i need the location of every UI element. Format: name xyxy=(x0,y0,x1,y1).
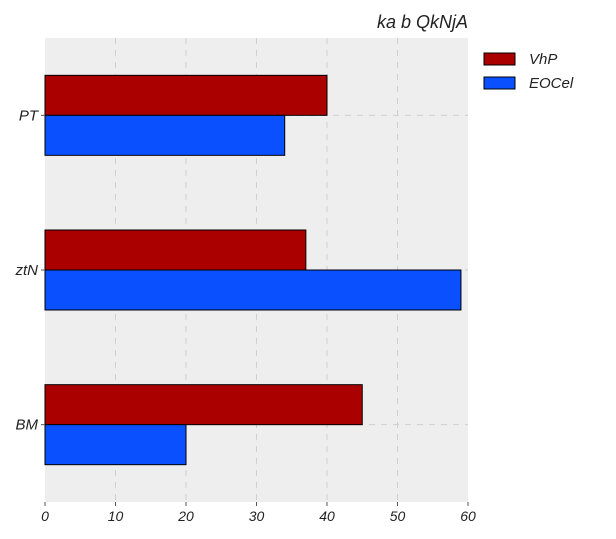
bar-EOCel-ztN xyxy=(45,270,461,310)
bar-VhP-PT xyxy=(45,75,327,115)
x-axis-ticks: 0 10 20 30 40 50 60 xyxy=(41,502,476,524)
category-label: ztN xyxy=(15,262,39,279)
chart-title: ka b QkNjA xyxy=(377,12,468,32)
x-tick-label: 10 xyxy=(108,508,124,524)
bar-VhP-BM xyxy=(45,385,362,425)
x-tick-label: 30 xyxy=(249,508,265,524)
x-tick-label: 60 xyxy=(460,508,476,524)
legend-swatch-VhP xyxy=(484,53,515,65)
legend-swatch-EOCel xyxy=(484,77,515,89)
x-tick-label: 20 xyxy=(177,508,194,524)
bar-VhP-ztN xyxy=(45,230,306,270)
x-tick-label: 0 xyxy=(41,508,49,524)
bar-EOCel-BM xyxy=(45,425,186,465)
category-label: PT xyxy=(19,107,40,124)
legend-label: VhP xyxy=(529,51,557,68)
legend: VhP EOCel xyxy=(484,51,574,92)
y-axis-categories: PT ztN BM xyxy=(15,107,46,433)
category-label: BM xyxy=(16,417,39,434)
legend-label: EOCel xyxy=(529,75,574,92)
x-tick-label: 50 xyxy=(390,508,406,524)
x-tick-label: 40 xyxy=(319,508,335,524)
bar-EOCel-PT xyxy=(45,115,285,155)
